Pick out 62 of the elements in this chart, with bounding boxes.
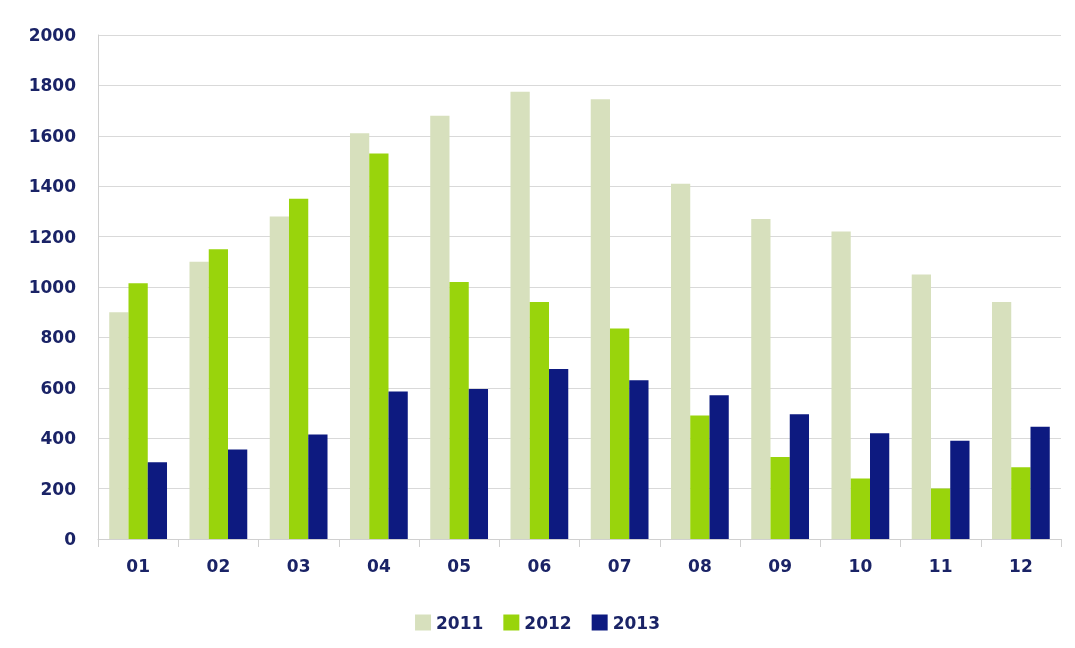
bar	[147, 462, 168, 539]
bar	[308, 434, 328, 539]
y-tick-label: 1800	[28, 75, 77, 96]
bar	[610, 328, 630, 539]
bar	[529, 302, 550, 539]
x-tick-label: 10	[848, 555, 873, 576]
bar	[208, 249, 229, 539]
bar	[430, 115, 450, 539]
x-tick-label: 04	[367, 555, 391, 576]
bar	[870, 433, 890, 539]
bar	[991, 302, 1012, 539]
legend-label: 2012	[524, 612, 572, 633]
bar	[449, 281, 469, 539]
bar	[751, 218, 771, 539]
y-tick-label: 1600	[28, 125, 77, 146]
y-tick-label: 400	[40, 428, 77, 449]
y-tick-label: 200	[40, 478, 77, 499]
y-tick-label: 800	[40, 327, 77, 348]
bar	[770, 457, 790, 539]
bar	[590, 99, 610, 539]
y-tick-label: 1200	[28, 226, 77, 247]
y-tick-label: 2000	[28, 25, 77, 45]
bar	[950, 440, 970, 539]
legend-label: 2013	[612, 612, 660, 633]
x-tick-label: 09	[768, 555, 792, 576]
bar	[670, 183, 691, 539]
y-tick-label: 0	[64, 529, 77, 549]
bar	[831, 231, 851, 539]
x-tick-label: 08	[688, 555, 712, 576]
bar	[690, 415, 710, 539]
legend-label: 2011	[436, 612, 484, 633]
bar	[349, 133, 370, 539]
bar	[128, 283, 148, 539]
x-tick-label: 02	[206, 555, 231, 576]
x-tick-label: 05	[447, 555, 471, 576]
bar	[549, 368, 569, 539]
x-tick-label: 11	[928, 555, 953, 576]
bar	[189, 261, 209, 539]
bar	[629, 380, 649, 539]
bar	[388, 391, 408, 539]
bar	[1011, 467, 1031, 539]
x-tick-label: 12	[1009, 555, 1033, 576]
y-tick-label: 1000	[28, 277, 77, 297]
bar	[289, 198, 309, 539]
x-tick-label: 06	[527, 555, 552, 576]
bar	[789, 414, 810, 539]
bar	[269, 216, 289, 539]
bar	[911, 274, 931, 539]
bar	[510, 91, 530, 539]
bar	[468, 389, 489, 539]
x-tick-label: 01	[126, 555, 150, 576]
bar	[369, 153, 389, 539]
bar	[931, 488, 951, 539]
bar	[228, 449, 248, 539]
y-tick-label: 600	[40, 377, 77, 398]
bar	[109, 312, 129, 539]
bar	[709, 395, 729, 539]
bar	[850, 478, 871, 539]
bar	[1030, 426, 1050, 539]
x-tick-label: 07	[607, 555, 632, 576]
x-tick-label: 03	[286, 555, 311, 576]
y-tick-label: 1400	[28, 176, 77, 197]
